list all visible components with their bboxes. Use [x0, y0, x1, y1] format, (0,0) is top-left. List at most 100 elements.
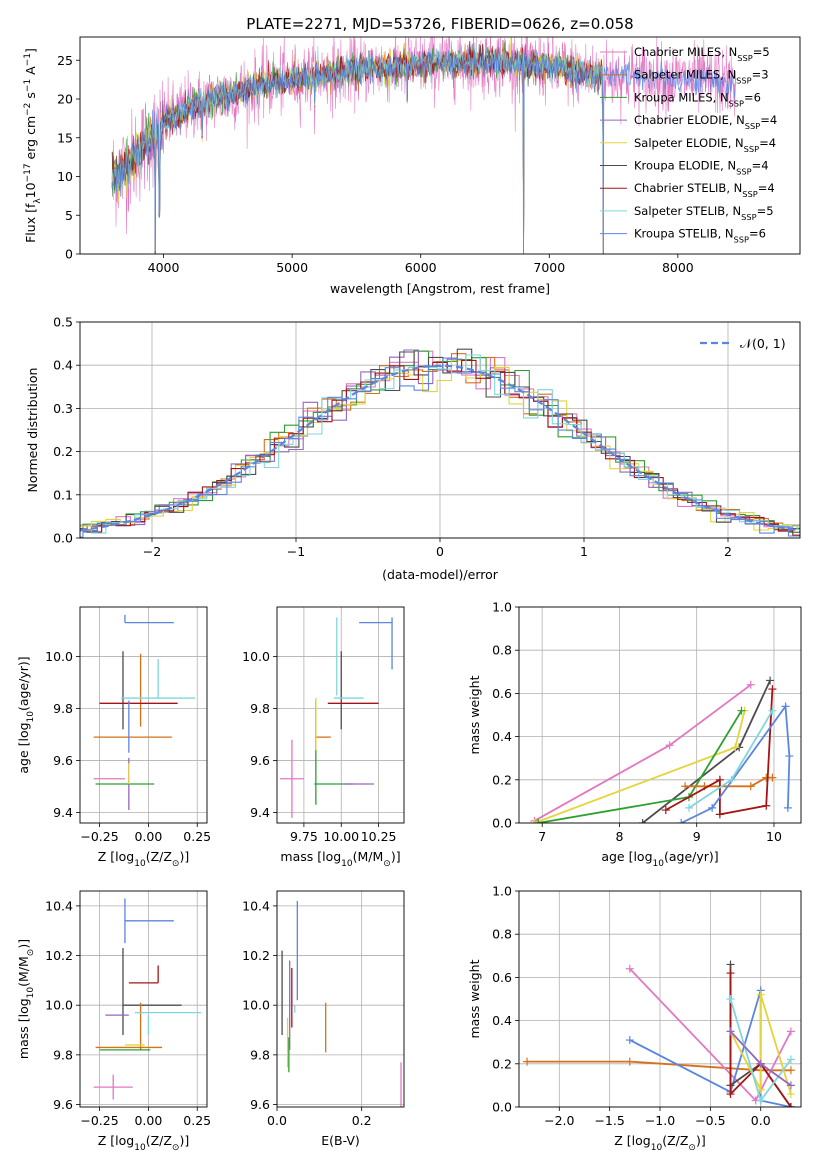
panel-massweight_vs_age: 7 8 9 10 0.0 0.2 0.4 0.6 0.8 1.0 age [log10(age/yr…: [467, 600, 802, 869]
y-tick-label: 0.2: [492, 1056, 512, 1071]
histogram-series-7: [80, 359, 800, 536]
x-tick-label: 6000: [405, 260, 437, 275]
weight-marker: [681, 782, 690, 791]
x-tick-label: 4000: [148, 260, 180, 275]
x-axis-label: wavelength [Angstrom, rest frame]: [330, 281, 550, 296]
y-tick-label: 10.4: [45, 898, 73, 913]
x-axis-label: age [log10(age/yr)]: [601, 849, 718, 869]
plot-area: [281, 900, 402, 1107]
weight-marker: [530, 819, 539, 823]
x-tick-label: 7000: [533, 260, 565, 275]
weight-marker: [625, 1057, 634, 1066]
weight-marker: [731, 743, 740, 752]
weight-marker: [534, 819, 543, 823]
y-tick-label: 10.2: [242, 948, 270, 963]
weight-marker: [737, 706, 746, 715]
x-tick-label: 0: [436, 544, 444, 559]
y-tick-label: 9.6: [250, 1097, 270, 1112]
y-tick-label: 9.6: [53, 753, 73, 768]
x-axis-label: mass [log10(M/M⊙)]: [280, 849, 400, 869]
y-tick-label: 0.1: [53, 487, 73, 502]
legend-entry: Chabrier ELODIE, NSSP=4: [634, 113, 777, 131]
y-tick-label: 9.8: [250, 701, 270, 716]
weight-marker: [756, 1059, 765, 1068]
y-tick-label: 10.0: [242, 998, 270, 1013]
weight-series-5: [729, 994, 792, 1095]
panel-residuals: −2 −1 0 1 2 0.0 0.1 0.2 0.3 0.4 0.5 (data-model)/er…: [25, 315, 801, 582]
x-tick-label: −1.5: [594, 1113, 624, 1128]
plot-area: [80, 348, 800, 538]
axes-frame: [79, 606, 208, 824]
plot-area: [111, 37, 737, 254]
plot-area: [93, 614, 196, 810]
weight-marker: [727, 775, 736, 784]
weight-marker: [726, 995, 735, 1003]
spectrum-line-8: [111, 45, 737, 254]
weight-marker: [746, 782, 755, 791]
x-tick-label: 0.0: [751, 1113, 771, 1128]
x-axis-label: Z [log10(Z/Z⊙)]: [98, 1133, 189, 1153]
axes-frame: [276, 890, 405, 1108]
x-tick-label: 0.25: [183, 1113, 211, 1128]
weight-marker: [715, 810, 724, 819]
y-tick-label: 0.4: [53, 358, 73, 373]
weight-marker: [746, 680, 755, 689]
y-tick-label: 5: [65, 208, 73, 223]
x-tick-label: −2: [143, 544, 161, 559]
x-tick-label: 0.00: [134, 829, 162, 844]
y-tick-label: 0.0: [492, 1100, 512, 1115]
y-axis-label: mass weight: [467, 959, 482, 1038]
weight-marker: [665, 741, 674, 750]
y-tick-label: 0.0: [492, 816, 512, 831]
plot-area: [93, 898, 202, 1100]
legend-entry: Salpeter MILES, NSSP=3: [634, 68, 769, 86]
x-tick-label: −0.25: [80, 1113, 118, 1128]
axes-frame: [518, 606, 802, 824]
histogram-series-4: [80, 349, 800, 530]
y-tick-label: 0.2: [53, 444, 73, 459]
x-tick-label: 0.0: [267, 1113, 287, 1128]
x-tick-label: 10.00: [323, 829, 359, 844]
weight-marker: [762, 801, 771, 810]
x-tick-label: −1.0: [645, 1113, 675, 1128]
panels: 4000 5000 6000 7000 80000510152025wavelength…: [16, 36, 802, 1153]
y-axis-label: mass weight: [467, 675, 482, 754]
y-axis-label: Normed distribution: [25, 368, 40, 493]
weight-marker: [726, 960, 735, 969]
y-tick-label: 25: [57, 53, 73, 68]
weight-marker: [715, 775, 724, 784]
panel-mass_vs_ebv: 0.0 0.2 9.6 9.8 10.0 10.2 10.4 E(B-V): [242, 890, 405, 1148]
x-tick-label: −0.5: [695, 1113, 725, 1128]
y-axis-label: age [log10(age/yr)]: [16, 656, 36, 773]
weight-marker: [766, 676, 775, 685]
y-tick-label: 9.8: [53, 701, 73, 716]
y-tick-label: 10.0: [242, 649, 270, 664]
y-tick-label: 10.2: [45, 948, 73, 963]
y-tick-label: 0.6: [492, 686, 512, 701]
weight-marker: [786, 1055, 795, 1064]
plot-area: [279, 617, 393, 818]
x-axis-label: Z [log10(Z/Z⊙)]: [614, 1133, 705, 1153]
y-tick-label: 10: [57, 169, 73, 184]
weight-marker: [786, 1090, 795, 1099]
x-axis-label: Z [log10(Z/Z⊙)]: [98, 849, 189, 869]
x-tick-label: −0.25: [80, 829, 118, 844]
legend-entry: 𝒩(0, 1): [740, 336, 786, 351]
axes-frame: [518, 890, 802, 1108]
x-tick-label: 0.00: [134, 1113, 162, 1128]
weight-marker: [726, 1090, 735, 1099]
y-tick-label: 9.8: [53, 1047, 73, 1062]
plot-area: [530, 676, 794, 823]
panel-massweight_vs_Z: −2.0 −1.5 −1.0 −0.5 0.0 0.0 0.2 0.4 0.6 0.8 1.0 Z […: [467, 884, 802, 1153]
x-tick-label: −1: [287, 544, 305, 559]
panel-mass_vs_Z: −0.25 0.00 0.25 9.6 9.8 10.0 10.2 10.4 Z [log10(…: [16, 890, 211, 1153]
panel-age_vs_Z: −0.25 0.00 0.25 9.4 9.6 9.8 10.0 Z [log10(Z/Z⊙)…: [16, 606, 211, 869]
x-tick-label: 10.25: [361, 829, 397, 844]
x-tick-label: 8000: [662, 260, 694, 275]
x-tick-label: 0.2: [352, 1113, 372, 1128]
weight-marker: [785, 752, 794, 761]
x-tick-label: 1: [580, 544, 588, 559]
x-tick-label: 8: [615, 829, 623, 844]
weight-marker: [756, 990, 765, 999]
